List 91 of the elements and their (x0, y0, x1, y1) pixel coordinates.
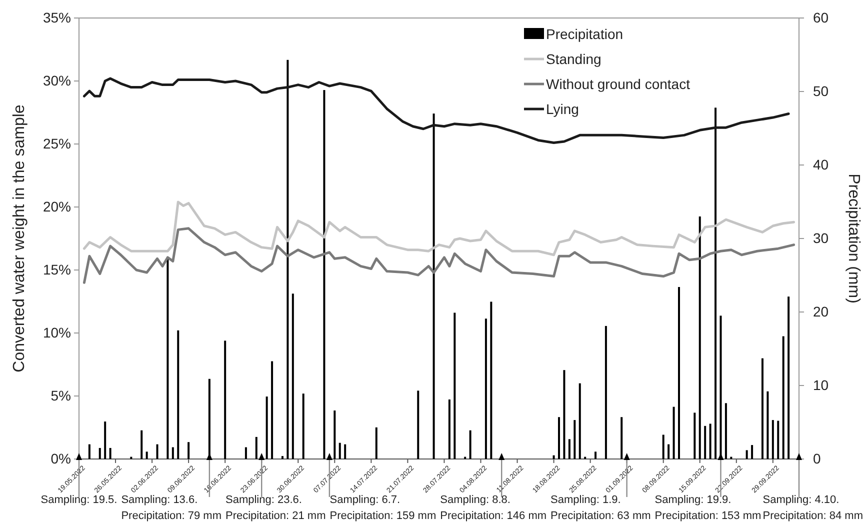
y-tick-label: 35% (42, 9, 71, 26)
y-tick-label: 0% (50, 450, 71, 466)
bar (344, 444, 346, 459)
ref-line-label: Sampling: 6.7. Precipitation: 159 mm (330, 494, 436, 522)
y-tick-label: 30% (42, 72, 71, 88)
y2-tick-label: 40 (813, 156, 829, 172)
bar (552, 455, 555, 459)
ref-line-label: Sampling: 19.5. (40, 494, 118, 506)
bar (432, 114, 435, 459)
bar (177, 330, 180, 459)
bar (484, 318, 487, 459)
bar (662, 434, 664, 459)
bar (694, 412, 696, 459)
y2-tick-label: 20 (813, 303, 829, 320)
ref-line-label: Sampling: 19.9. Precipitation: 153 mm (654, 494, 762, 522)
bar (704, 426, 706, 459)
bar (761, 358, 764, 459)
bar (375, 427, 378, 459)
bar (156, 444, 158, 459)
bar (604, 326, 607, 459)
y2-tick-label: 0 (813, 450, 821, 466)
line-series (82, 200, 796, 256)
bar (188, 442, 190, 459)
bar (146, 452, 148, 459)
bar (224, 340, 226, 459)
bar (286, 60, 289, 459)
y-tick-label: 15% (42, 261, 71, 278)
legend-label: Lying (546, 101, 579, 117)
bar (88, 444, 90, 459)
bar (255, 436, 258, 459)
y2-tick-label: 50 (813, 82, 829, 99)
bar (574, 420, 576, 459)
bar (558, 417, 560, 459)
bar (140, 430, 143, 459)
y-tick-label: 20% (42, 198, 71, 214)
bar (448, 399, 450, 459)
bar (672, 406, 675, 459)
bar (454, 312, 456, 459)
y-tick-label: 5% (50, 387, 71, 404)
bar (172, 447, 174, 459)
bar (281, 456, 284, 459)
bar (746, 450, 748, 459)
ref-line-label: Sampling: 8.8. Precipitation: 146 mm (440, 494, 547, 522)
bar (724, 403, 727, 459)
bar (338, 442, 341, 459)
bar (698, 216, 701, 459)
bar (709, 424, 712, 459)
bar (469, 430, 472, 459)
line-series (82, 77, 790, 144)
bar (568, 439, 570, 459)
y2-tick-label: 60 (813, 9, 829, 26)
ref-line-label: Sampling: 23.6. Precipitation: 21 mm (225, 494, 326, 522)
y2-tick-label: 30 (813, 230, 829, 246)
bar (166, 256, 169, 459)
bar (668, 444, 670, 459)
bar (788, 296, 790, 459)
line-series (82, 227, 796, 284)
y2-axis-title: Precipitation (mm) (845, 174, 862, 304)
bar (782, 336, 784, 459)
bar (266, 396, 268, 459)
bar (777, 420, 780, 459)
bar (766, 391, 769, 459)
bar (271, 361, 274, 459)
bar (751, 445, 754, 459)
bar (772, 420, 774, 459)
ref-line-label: Sampling: 4.10. Precipitation: 84 mm (762, 494, 863, 522)
y-axis-title: Converted water weight in the sample (11, 104, 28, 372)
bar (563, 370, 566, 459)
bar (302, 394, 304, 459)
legend-label: Precipitation (546, 26, 624, 42)
y-tick-label: 25% (42, 135, 71, 152)
bar (109, 448, 112, 459)
bar (620, 417, 623, 459)
bar (334, 410, 336, 459)
bar (714, 108, 717, 459)
legend-label: Standing (546, 51, 602, 67)
ref-line-label: Sampling: 13.6. Precipitation: 79 mm (121, 494, 222, 522)
bar (417, 390, 420, 459)
bar (292, 294, 294, 459)
bar (323, 90, 326, 459)
bar (104, 422, 106, 459)
bar (490, 302, 492, 459)
ref-line-label: Sampling: 1.9. Precipitation: 63 mm (550, 494, 651, 522)
bar (678, 287, 680, 459)
y2-tick-label: 10 (813, 376, 829, 393)
y-tick-label: 10% (42, 324, 71, 340)
legend-label: Without ground contact (546, 76, 690, 92)
bar (98, 448, 101, 459)
bar (244, 447, 247, 459)
bar (578, 383, 581, 459)
bar (594, 452, 597, 459)
